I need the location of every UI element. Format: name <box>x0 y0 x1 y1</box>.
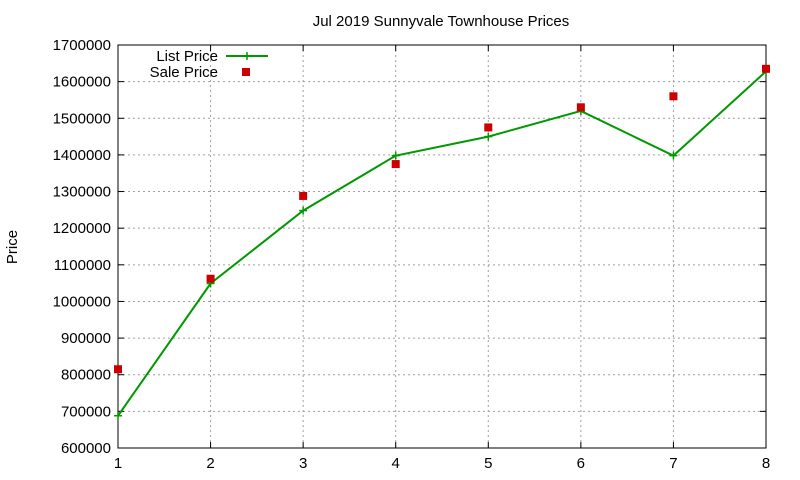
y-tick-label: 1700000 <box>53 37 111 54</box>
grid-lines <box>118 45 766 448</box>
y-tick-label: 1000000 <box>53 293 111 310</box>
y-tick-label: 900000 <box>61 330 111 347</box>
axis-ticks <box>117 44 767 449</box>
list-price-point <box>299 206 308 215</box>
list-price-point <box>391 151 400 160</box>
y-tick-label: 1400000 <box>53 147 111 164</box>
sale-price-point <box>762 64 770 73</box>
list-price-line <box>117 70 767 417</box>
sale-price-point <box>669 92 678 101</box>
x-tick-labels: 1 2 3 4 5 6 7 8 <box>114 455 770 472</box>
sale-price-point <box>391 160 400 169</box>
y-tick-labels: 600000 700000 800000 900000 1000000 1100000 12… <box>53 37 111 457</box>
list-price-point <box>484 132 493 141</box>
plot-frame <box>117 44 767 449</box>
sale-price-point <box>576 103 585 112</box>
y-tick-label: 1200000 <box>53 220 111 237</box>
y-tick-label: 1500000 <box>53 110 111 127</box>
list-price-point <box>669 151 678 160</box>
series-layer <box>114 64 770 420</box>
sale-price-point <box>299 191 308 200</box>
y-tick-label: 700000 <box>61 403 111 420</box>
x-tick-label: 1 <box>114 455 122 472</box>
chart-title: Jul 2019 Sunnyvale Townhouse Prices <box>313 13 570 30</box>
x-tick-label: 4 <box>392 455 400 472</box>
x-tick-label: 2 <box>206 455 214 472</box>
x-tick-label: 5 <box>484 455 492 472</box>
x-tick-label: 6 <box>577 455 585 472</box>
y-tick-label: 1300000 <box>53 184 111 201</box>
x-tick-label: 3 <box>299 455 307 472</box>
legend-marker-list-price <box>243 52 251 60</box>
legend-marker-sale-price <box>242 68 250 76</box>
sale-price-point <box>206 274 215 283</box>
y-tick-label: 1100000 <box>54 257 111 274</box>
y-axis-label: Price <box>4 230 21 264</box>
x-tick-label: 7 <box>669 455 677 472</box>
legend-label-list-price: List Price <box>156 48 218 65</box>
list-price-point <box>114 411 122 420</box>
sale-price-point <box>114 365 122 374</box>
x-tick-label: 8 <box>762 455 770 472</box>
y-tick-label: 800000 <box>61 367 111 384</box>
y-tick-label: 1600000 <box>53 74 111 91</box>
legend-label-sale-price: Sale Price <box>150 64 218 81</box>
y-tick-label: 600000 <box>61 440 111 457</box>
sale-price-point <box>484 123 493 132</box>
